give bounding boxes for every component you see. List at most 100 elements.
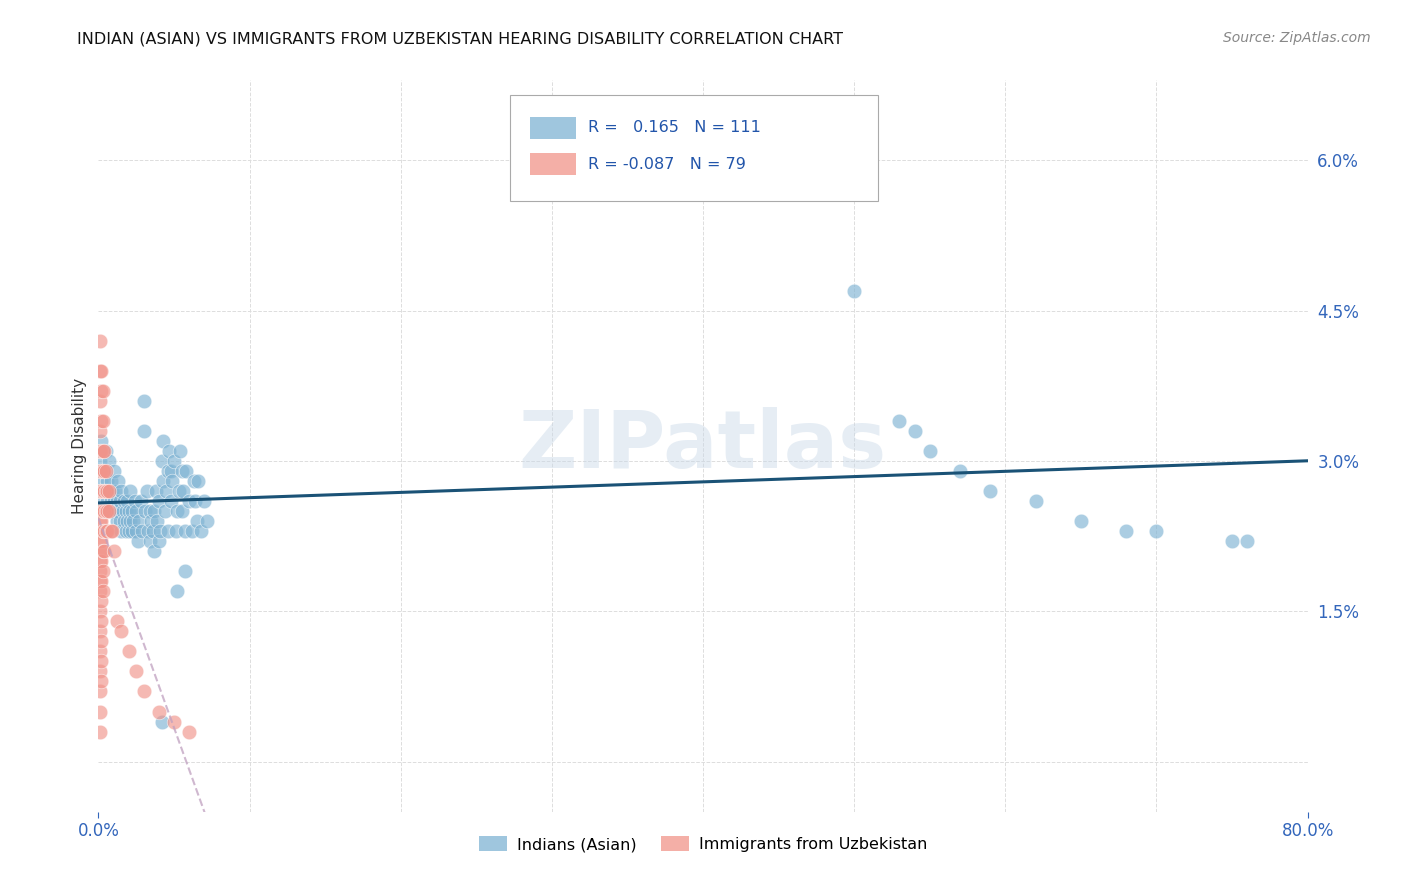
Point <box>148 705 170 719</box>
Point <box>170 464 193 478</box>
Point <box>89 554 111 568</box>
Point <box>104 484 127 499</box>
Point <box>90 484 112 499</box>
Point <box>90 464 112 478</box>
Point <box>160 494 183 508</box>
Point <box>125 504 148 518</box>
Point <box>93 524 115 538</box>
Point <box>96 494 118 508</box>
Point <box>183 474 205 488</box>
Point <box>90 444 112 458</box>
Point <box>89 484 111 499</box>
Point <box>103 544 125 558</box>
Point <box>107 474 129 488</box>
Point <box>93 484 115 499</box>
Point <box>118 644 141 658</box>
Point <box>104 504 127 518</box>
Bar <box>530 153 576 176</box>
Point <box>89 524 111 538</box>
Point <box>89 684 111 698</box>
Point <box>153 504 176 518</box>
Point <box>91 464 114 478</box>
Point <box>91 544 114 558</box>
Point <box>89 364 111 378</box>
Point <box>100 474 122 488</box>
Point <box>918 444 941 458</box>
Point <box>783 184 806 198</box>
Point <box>1236 534 1258 549</box>
Point <box>90 364 112 378</box>
Point <box>94 484 117 499</box>
Point <box>141 514 163 528</box>
Point <box>89 393 111 408</box>
Text: ZIPatlas: ZIPatlas <box>519 407 887 485</box>
Point <box>90 414 112 428</box>
Point <box>170 504 193 518</box>
Point <box>128 514 150 528</box>
Point <box>1115 524 1137 538</box>
Y-axis label: Hearing Disability: Hearing Disability <box>72 378 87 514</box>
Point <box>165 524 187 538</box>
Point <box>89 504 111 518</box>
Point <box>135 484 157 499</box>
Point <box>179 724 201 739</box>
Point <box>160 464 183 478</box>
Point <box>90 534 112 549</box>
Point <box>134 504 156 518</box>
Point <box>139 534 162 549</box>
Point <box>143 504 166 518</box>
Text: R = -0.087   N = 79: R = -0.087 N = 79 <box>588 157 747 172</box>
Point <box>100 524 122 538</box>
Point <box>149 524 172 538</box>
Bar <box>530 117 576 139</box>
Point <box>174 464 197 478</box>
Point <box>110 624 132 639</box>
Point <box>143 544 166 558</box>
Point <box>187 474 209 488</box>
Point <box>96 504 118 518</box>
Point <box>93 464 115 478</box>
Point <box>184 494 207 508</box>
Point <box>90 594 112 608</box>
Point <box>98 504 121 518</box>
Point <box>114 504 136 518</box>
Point <box>131 524 153 538</box>
Point <box>96 524 118 538</box>
Point <box>169 444 191 458</box>
Point <box>89 624 111 639</box>
Point <box>91 584 114 599</box>
Point <box>94 444 117 458</box>
Point <box>148 494 170 508</box>
Point <box>125 665 148 679</box>
Point <box>125 524 148 538</box>
Point <box>90 554 112 568</box>
Point <box>90 634 112 648</box>
Point <box>118 504 141 518</box>
Point <box>89 564 111 578</box>
Point <box>172 484 194 499</box>
Point <box>89 464 111 478</box>
Text: INDIAN (ASIAN) VS IMMIGRANTS FROM UZBEKISTAN HEARING DISABILITY CORRELATION CHAR: INDIAN (ASIAN) VS IMMIGRANTS FROM UZBEKI… <box>77 31 844 46</box>
Point <box>152 474 174 488</box>
Text: R =   0.165   N = 111: R = 0.165 N = 111 <box>588 120 761 136</box>
Point <box>89 724 111 739</box>
Point <box>193 494 215 508</box>
Point <box>93 544 115 558</box>
Point <box>1220 534 1243 549</box>
Point <box>114 524 136 538</box>
Point <box>1024 494 1046 508</box>
Point <box>167 484 190 499</box>
Point <box>100 494 122 508</box>
Point <box>98 454 121 468</box>
Point <box>90 514 112 528</box>
Point <box>111 504 134 518</box>
Point <box>90 474 112 488</box>
Point <box>112 514 135 528</box>
Point <box>163 454 186 468</box>
Point <box>132 424 155 438</box>
Point <box>91 484 114 499</box>
Point <box>89 334 111 348</box>
Point <box>103 464 125 478</box>
Point <box>89 705 111 719</box>
Point <box>90 615 112 629</box>
